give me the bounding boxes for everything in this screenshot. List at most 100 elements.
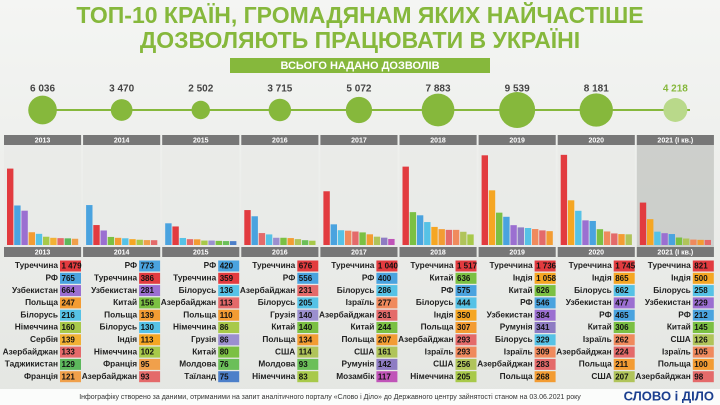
value-label: 86 (220, 335, 229, 344)
country-name: США (433, 359, 453, 369)
value-badge (139, 371, 161, 383)
bar (575, 210, 582, 245)
value-badge (692, 371, 714, 383)
country-name: Польща (500, 371, 533, 381)
value-label: 306 (615, 323, 629, 332)
bar (452, 229, 460, 245)
value-label: 136 (220, 286, 234, 295)
country-name: Німеччина (252, 371, 296, 381)
value-badge (534, 297, 556, 309)
country-name: Китай (430, 272, 454, 282)
bar (438, 229, 445, 245)
country-name: Молдова (179, 359, 216, 369)
country-name: Азербайджан (319, 309, 374, 319)
value-label: 256 (457, 360, 471, 369)
value-badge (297, 322, 319, 333)
bar (57, 238, 64, 245)
value-badge (297, 346, 319, 358)
total-circle (579, 93, 613, 127)
value-label: 247 (62, 299, 76, 308)
value-label: 113 (141, 335, 154, 344)
bar (589, 220, 596, 245)
value-label: 130 (141, 323, 155, 332)
year-label: 2021 (I кв.) (657, 249, 693, 256)
country-name: РФ (599, 309, 612, 319)
bar (618, 234, 625, 245)
country-name: Польща (25, 297, 58, 307)
bar (208, 240, 215, 245)
country-name: Сербія (30, 334, 58, 344)
year-label: 2016 (272, 137, 288, 144)
country-name: Польща (262, 334, 295, 344)
total-circle (499, 92, 536, 128)
value-badge (613, 358, 635, 370)
country-name: Китай (113, 297, 137, 307)
value-label: 329 (536, 335, 550, 344)
total-circle (268, 98, 292, 122)
bar (503, 216, 510, 245)
value-badge (455, 297, 477, 309)
bar (460, 231, 467, 245)
bar (107, 236, 115, 245)
value-label: 75 (220, 372, 229, 381)
year-label: 2014 (114, 249, 130, 256)
bar (100, 230, 107, 245)
value-label: 465 (615, 311, 629, 320)
country-name: Туреччина (252, 260, 295, 270)
bar (546, 231, 553, 245)
value-label: 110 (220, 311, 233, 320)
country-name: Азербайджан (240, 285, 295, 295)
title-line: ДОЗВОЛЯЮТЬ ПРАЦЮВАТИ В УКРАЇНІ (140, 27, 580, 53)
value-label: 384 (536, 311, 550, 320)
country-name: РФ (441, 285, 454, 295)
bar (488, 190, 496, 245)
year-label: 2013 (35, 137, 51, 144)
year-label: 2018 (430, 137, 446, 144)
year-band (241, 135, 319, 145)
country-name: Білорусь (258, 297, 296, 307)
country-name: Німеччина (94, 346, 138, 356)
bar (215, 240, 222, 245)
bar (201, 240, 208, 245)
country-name: Румунія (500, 322, 533, 332)
year-label: 2019 (509, 249, 525, 256)
bar (150, 240, 158, 245)
total-circle (663, 98, 688, 122)
total-circle (421, 93, 455, 127)
value-label: 95 (141, 360, 150, 369)
value-label: 277 (378, 299, 392, 308)
bar (352, 231, 359, 245)
total-label: 2 502 (188, 84, 213, 95)
country-name: Польща (341, 334, 374, 344)
bar (294, 239, 302, 245)
value-badge (534, 334, 556, 346)
value-label: 420 (220, 262, 234, 271)
value-label: 556 (299, 274, 313, 283)
value-badge (139, 334, 161, 346)
value-badge (218, 346, 240, 358)
value-label: 575 (457, 286, 471, 295)
value-label: 83 (299, 372, 308, 381)
value-label: 205 (299, 299, 313, 308)
value-label: 145 (694, 323, 708, 332)
value-label: 86 (220, 323, 229, 332)
value-badge (692, 358, 714, 370)
bar (567, 200, 575, 245)
year-band (636, 135, 714, 145)
country-name: Польща (104, 309, 137, 319)
value-label: 105 (694, 348, 708, 357)
value-label: 662 (615, 286, 629, 295)
bar (675, 237, 683, 245)
bar (517, 227, 524, 245)
country-name: Узбекистан (487, 309, 533, 319)
value-badge (60, 309, 81, 321)
country-name: Туреччина (410, 260, 453, 270)
value-badge (692, 346, 714, 358)
country-name: РФ (283, 272, 296, 282)
year-band (478, 247, 556, 257)
year-label: 2017 (351, 137, 367, 144)
bar (668, 234, 675, 245)
value-label: 307 (457, 323, 471, 332)
bar (690, 239, 697, 245)
